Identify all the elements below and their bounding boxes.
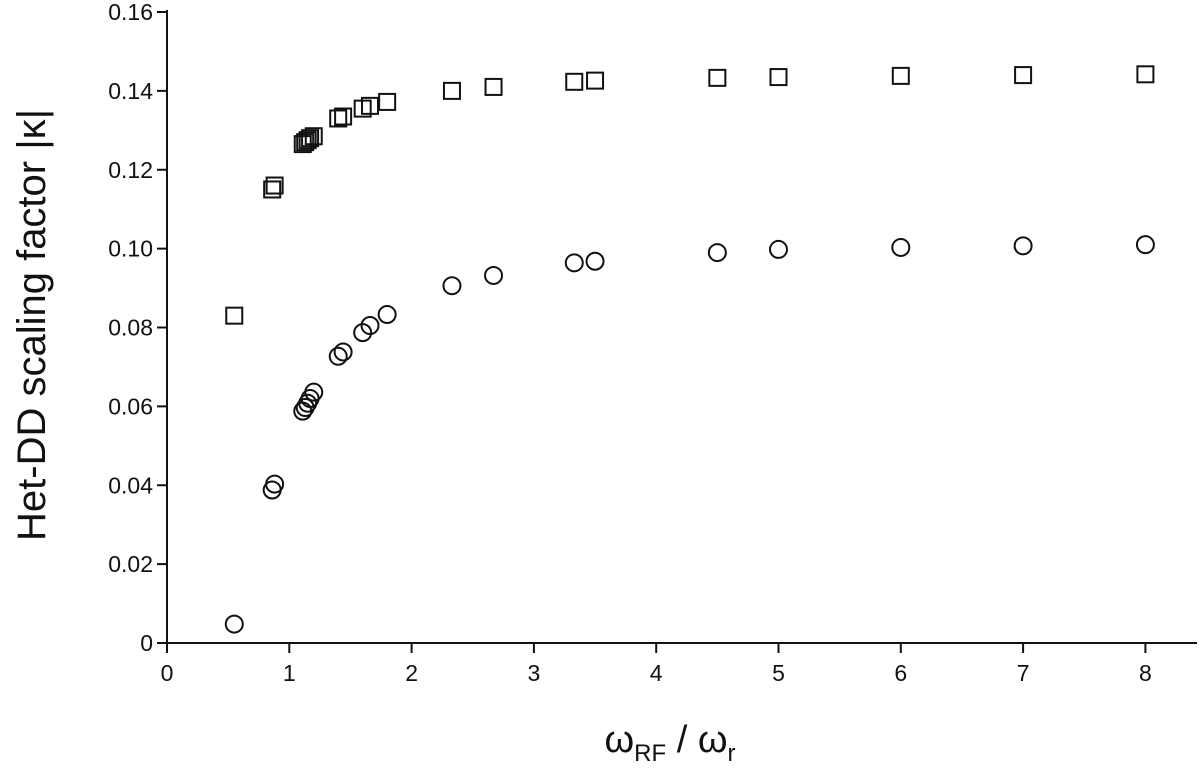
- square-marker: [891, 66, 910, 85]
- circle-marker: [265, 474, 285, 494]
- square-marker: [1136, 65, 1155, 84]
- square-marker: [265, 176, 284, 195]
- circle-marker: [484, 265, 504, 285]
- tick-group: 0 0.02 0.04 0.06 0.08 0.10 0.12 0.14 0.16 0 1 2 3 4 5 6…: [108, 0, 1152, 686]
- square-marker: [378, 92, 397, 111]
- y-tick-label: 0.06: [108, 393, 153, 419]
- circle-marker: [1135, 235, 1155, 255]
- y-tick-label: 0.04: [108, 472, 153, 498]
- square-marker: [586, 71, 605, 90]
- square-marker: [304, 127, 323, 146]
- circle-marker: [377, 304, 397, 324]
- circle-marker: [304, 382, 324, 402]
- circle-marker: [442, 276, 462, 296]
- circle-marker: [769, 239, 788, 259]
- square-marker: [298, 131, 317, 150]
- x-axis-title-sep: / ω: [666, 719, 727, 761]
- circle-marker: [707, 243, 727, 263]
- circle-marker: [891, 237, 911, 257]
- x-axis-title-main: ω: [604, 719, 634, 761]
- y-tick-label: 0: [140, 630, 153, 656]
- series-circle: [224, 235, 1155, 634]
- x-axis-title: ωRF / ωr: [604, 719, 735, 767]
- x-axis-title-sub1: RF: [634, 740, 666, 767]
- x-tick-label: 4: [650, 660, 663, 686]
- x-tick-label: 8: [1139, 660, 1152, 686]
- square-marker: [263, 180, 282, 199]
- circle-marker: [360, 316, 380, 336]
- series-square: [225, 65, 1155, 325]
- circle-marker: [333, 342, 353, 362]
- y-tick-label: 0.08: [108, 315, 153, 341]
- y-axis-title: Het-DD scaling factor |κ|: [10, 109, 54, 541]
- square-marker: [442, 81, 461, 100]
- circle-marker: [224, 614, 244, 634]
- x-tick-label: 1: [283, 660, 296, 686]
- square-marker: [329, 109, 348, 128]
- y-tick-label: 0.10: [108, 236, 153, 262]
- data-points: [224, 65, 1155, 634]
- square-marker: [565, 72, 584, 91]
- square-marker: [225, 306, 244, 325]
- x-tick-label: 6: [894, 660, 907, 686]
- circle-marker: [353, 323, 373, 343]
- x-tick-label: 0: [161, 660, 174, 686]
- square-marker: [301, 129, 320, 148]
- circle-marker: [295, 398, 315, 418]
- square-marker: [769, 68, 788, 87]
- circle-marker: [1013, 236, 1033, 256]
- square-marker: [1014, 66, 1033, 85]
- circle-marker: [585, 251, 605, 271]
- y-tick-label: 0.02: [108, 551, 153, 577]
- x-tick-label: 7: [1017, 660, 1030, 686]
- square-marker: [334, 107, 353, 126]
- x-tick-label: 3: [528, 660, 541, 686]
- x-tick-label: 2: [405, 660, 418, 686]
- square-marker: [708, 68, 727, 87]
- y-tick-label: 0.14: [108, 78, 153, 104]
- x-axis-title-sub2: r: [728, 740, 736, 767]
- circle-marker: [328, 346, 348, 366]
- circle-marker: [564, 253, 584, 273]
- y-tick-label: 0.12: [108, 157, 153, 183]
- x-tick-label: 5: [772, 660, 785, 686]
- square-marker: [484, 77, 503, 96]
- axes: [166, 10, 1197, 644]
- y-tick-label: 0.16: [108, 0, 153, 25]
- square-marker: [361, 96, 380, 115]
